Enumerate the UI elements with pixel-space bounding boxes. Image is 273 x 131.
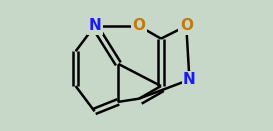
Text: N: N xyxy=(183,72,196,87)
Text: O: O xyxy=(132,18,145,34)
Text: O: O xyxy=(180,18,193,34)
Text: N: N xyxy=(88,18,101,34)
